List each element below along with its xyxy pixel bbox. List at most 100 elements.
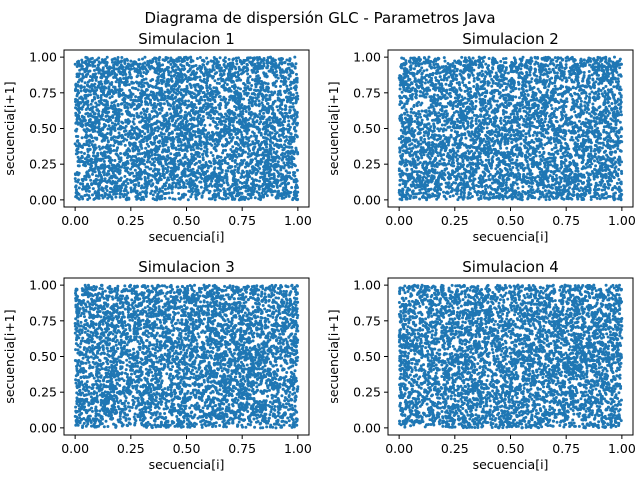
scatter-point xyxy=(284,135,288,139)
scatter-point xyxy=(210,89,214,93)
scatter-point xyxy=(117,94,121,98)
scatter-point xyxy=(273,189,277,193)
scatter-point xyxy=(234,106,238,110)
scatter-point xyxy=(229,76,233,80)
scatter-point xyxy=(194,193,198,197)
scatter-point xyxy=(268,93,272,97)
scatter-point xyxy=(102,173,106,177)
scatter-point xyxy=(217,162,221,166)
scatter-point xyxy=(189,168,193,172)
scatter-point xyxy=(216,116,220,120)
scatter-point xyxy=(110,115,114,119)
scatter-point xyxy=(208,189,212,193)
scatter-point xyxy=(111,125,115,129)
scatter-point xyxy=(86,160,90,164)
scatter-point xyxy=(217,95,221,99)
scatter-point xyxy=(151,106,155,110)
scatter-point xyxy=(85,187,89,191)
scatter-point xyxy=(157,58,161,62)
scatter-point xyxy=(199,69,203,73)
scatter-point xyxy=(78,111,82,114)
scatter-point xyxy=(261,194,265,198)
scatter-point xyxy=(147,173,151,177)
scatter-point xyxy=(120,112,124,116)
scatter-point xyxy=(268,115,272,119)
scatter-point xyxy=(242,119,246,123)
scatter-point xyxy=(167,148,171,152)
scatter-point xyxy=(182,68,186,72)
scatter-point xyxy=(80,96,84,100)
scatter-point xyxy=(275,139,279,142)
scatter-point xyxy=(136,147,140,151)
scatter-point xyxy=(160,189,164,193)
scatter-point xyxy=(167,65,171,69)
scatter-point xyxy=(208,142,212,146)
scatter-point xyxy=(217,171,221,175)
scatter-point xyxy=(192,105,196,109)
scatter-point xyxy=(212,157,216,161)
scatter-point xyxy=(242,66,246,70)
scatter-point xyxy=(147,144,151,148)
scatter-point xyxy=(233,165,237,169)
scatter-point xyxy=(179,133,183,137)
scatter-point xyxy=(177,76,181,80)
scatter-point xyxy=(112,67,116,71)
scatter-point xyxy=(227,188,231,192)
scatter-point xyxy=(274,84,278,88)
scatter-point xyxy=(234,180,238,184)
scatter-point xyxy=(163,117,167,121)
scatter-point xyxy=(289,87,293,91)
scatter-point xyxy=(185,144,189,148)
scatter-point xyxy=(162,132,166,136)
scatter-point xyxy=(122,77,126,81)
scatter-point xyxy=(271,159,275,163)
scatter-point xyxy=(235,62,239,66)
scatter-point xyxy=(257,66,261,70)
scatter-point xyxy=(145,107,149,111)
scatter-point xyxy=(154,122,158,126)
scatter-point xyxy=(151,193,155,197)
scatter-point xyxy=(261,96,265,100)
scatter-point xyxy=(96,192,100,196)
scatter-point xyxy=(105,77,109,81)
scatter-point xyxy=(166,137,170,141)
scatter-point xyxy=(223,81,227,85)
scatter-point xyxy=(145,93,149,97)
scatter-point xyxy=(190,101,194,105)
scatter-point xyxy=(197,114,201,118)
scatter-point xyxy=(166,186,170,190)
scatter-point xyxy=(93,126,97,130)
scatter-point xyxy=(102,88,106,92)
scatter-point xyxy=(170,114,174,118)
scatter-point xyxy=(90,182,94,186)
scatter-point xyxy=(179,88,183,92)
scatter-point xyxy=(194,184,198,188)
scatter-point xyxy=(206,75,210,79)
scatter-point xyxy=(143,177,147,181)
scatter-point xyxy=(179,102,183,106)
scatter-point xyxy=(137,196,141,200)
scatter-point xyxy=(245,105,249,109)
figure-suptitle: Diagrama de dispersión GLC - Parametros … xyxy=(144,9,495,27)
scatter-point xyxy=(206,166,210,170)
scatter-point xyxy=(85,88,89,92)
scatter-point xyxy=(276,191,280,194)
scatter-point xyxy=(247,111,251,115)
scatter-point xyxy=(91,187,95,191)
scatter-point xyxy=(207,197,211,201)
scatter-point xyxy=(246,192,250,196)
scatter-point xyxy=(250,68,254,72)
scatter-point xyxy=(101,166,105,170)
scatter-point xyxy=(236,86,240,90)
scatter-point xyxy=(123,81,127,85)
scatter-point xyxy=(257,99,261,103)
scatter-point xyxy=(160,108,164,112)
scatter-point xyxy=(177,182,181,186)
scatter-point xyxy=(231,191,235,195)
scatter-point xyxy=(183,167,187,171)
scatter-point xyxy=(251,180,255,184)
scatter-point xyxy=(127,121,131,125)
scatter-point xyxy=(185,131,189,135)
scatter-point xyxy=(180,73,184,77)
scatter-point xyxy=(215,175,218,179)
